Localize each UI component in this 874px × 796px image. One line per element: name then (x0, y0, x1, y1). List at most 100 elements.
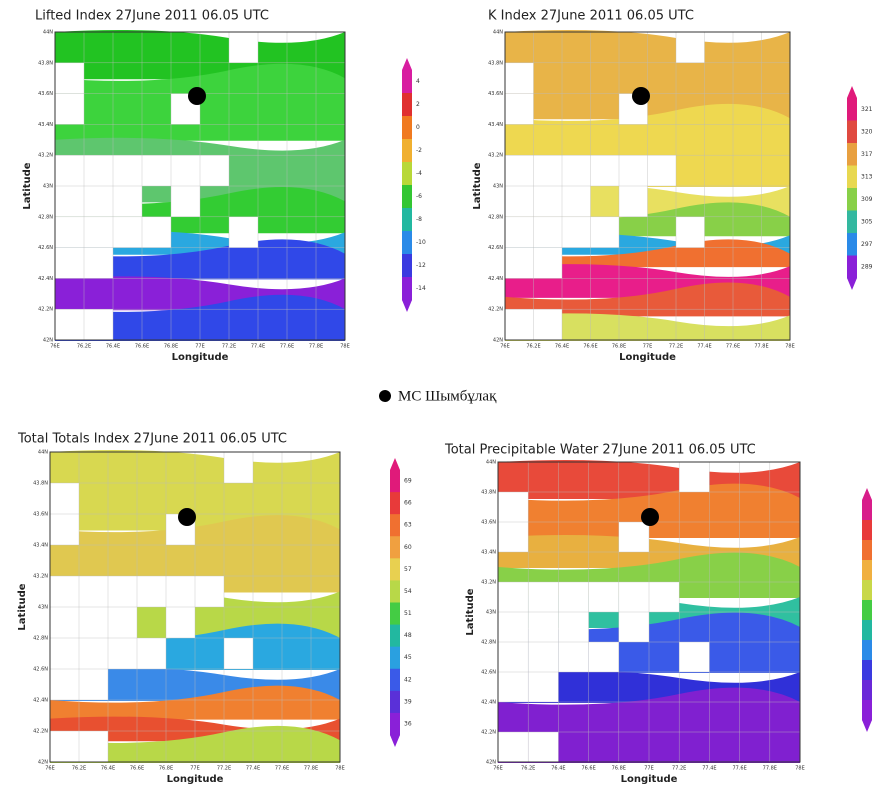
colorbar-label: 289 (861, 263, 873, 270)
colorbar-label: 60 (404, 544, 412, 551)
station-marker (178, 508, 196, 526)
no-data-cell (55, 63, 84, 94)
colorbar-label: -6 (416, 193, 422, 200)
colorbar-label: 321 (861, 106, 873, 113)
colorbar-label: -10 (416, 239, 426, 246)
colorbar-segment (390, 514, 400, 537)
no-data-cell (619, 612, 649, 642)
colorbar-segment (847, 188, 857, 211)
no-data-cell (619, 155, 648, 186)
x-tick-label: 77E (643, 344, 653, 350)
colorbar-segment (862, 620, 872, 641)
y-tick-label: 42.6N (481, 670, 496, 676)
y-tick-label: 44N (38, 450, 48, 456)
colorbar-segment (390, 603, 400, 626)
no-data-cell (676, 217, 705, 248)
no-data-cell (562, 155, 591, 186)
no-data-cell (528, 642, 558, 672)
no-data-cell (137, 576, 166, 607)
x-tick-label: 76.8E (164, 344, 178, 350)
colorbar-segment (402, 231, 412, 255)
x-tick-label: 76E (50, 344, 60, 350)
station-marker (641, 508, 659, 526)
colorbar-segment (862, 700, 872, 721)
y-tick-label: 43N (38, 605, 48, 611)
x-tick-label: 77.6E (726, 344, 740, 350)
colorbar-label: -2 (416, 147, 422, 154)
x-tick-label: 76.4E (106, 344, 120, 350)
y-tick-label: 43.6N (33, 512, 48, 518)
x-tick-label: 77.6E (280, 344, 294, 350)
x-axis-label: Longitude (167, 774, 224, 785)
station-marker (188, 87, 206, 105)
x-tick-label: 76E (493, 766, 503, 772)
no-data-cell (558, 642, 588, 672)
no-data-cell (528, 612, 558, 642)
no-data-cell (79, 669, 108, 700)
colorbar-label: 66 (404, 500, 412, 507)
no-data-cell (619, 582, 649, 612)
no-data-cell (676, 32, 705, 63)
y-tick-label: 42.2N (33, 729, 48, 735)
x-tick-label: 77.8E (754, 344, 768, 350)
colorbar-label: 305 (861, 218, 873, 225)
colorbar-segment (862, 680, 872, 701)
no-data-cell (79, 576, 108, 607)
y-tick-label: 44N (493, 30, 503, 36)
x-tick-label: 77.2E (672, 766, 686, 772)
no-data-cell (84, 186, 113, 217)
no-data-cell (562, 217, 591, 248)
y-tick-label: 43.4N (488, 122, 503, 128)
colorbar-label: 297 (861, 241, 873, 248)
colorbar-segment (390, 669, 400, 692)
colorbar-segment (847, 166, 857, 189)
y-tick-label: 43.6N (38, 91, 53, 97)
y-tick-label: 43.8N (481, 490, 496, 496)
no-data-cell (679, 462, 709, 492)
y-tick-label: 43.2N (38, 153, 53, 159)
no-data-cell (534, 186, 563, 217)
y-tick-label: 42.2N (38, 307, 53, 313)
no-data-cell (55, 217, 84, 248)
x-tick-label: 77E (644, 766, 654, 772)
no-data-cell (498, 522, 528, 552)
no-data-cell (229, 217, 258, 248)
colorbar-label: 63 (404, 522, 412, 529)
y-tick-label: 43.2N (488, 153, 503, 159)
x-axis-label: Longitude (619, 352, 676, 363)
y-tick-label: 43N (493, 184, 503, 190)
map-panel: Total Precipitable Water 27June 2011 06.… (444, 443, 872, 786)
y-tick-label: 44N (43, 30, 53, 36)
colorbar-segment (847, 143, 857, 166)
no-data-cell (84, 309, 113, 340)
colorbar-segment (862, 500, 872, 521)
colorbar-cap (402, 300, 412, 312)
y-tick-label: 42N (486, 760, 496, 766)
no-data-cell (505, 248, 534, 279)
x-tick-label: 77.4E (702, 766, 716, 772)
no-data-cell (50, 638, 79, 669)
y-tick-label: 42.6N (38, 245, 53, 251)
no-data-cell (534, 248, 563, 279)
y-tick-label: 42.4N (488, 276, 503, 282)
y-tick-label: 42.6N (33, 667, 48, 673)
x-tick-label: 76.6E (135, 344, 149, 350)
colorbar-segment (402, 93, 412, 117)
panel-title: Total Totals Index 27June 2011 06.05 UTC (17, 432, 287, 447)
colorbar-label: 313 (861, 173, 873, 180)
colorbar-label: 69 (404, 478, 412, 485)
x-tick-label: 76.4E (555, 344, 569, 350)
no-data-cell (200, 155, 229, 186)
colorbar-segment (862, 640, 872, 661)
colorbar-segment (390, 647, 400, 670)
no-data-cell (108, 638, 137, 669)
x-tick-label: 77.6E (275, 766, 289, 772)
y-axis-label: Latitude (22, 162, 33, 209)
no-data-cell (142, 217, 171, 248)
x-tick-label: 77.8E (309, 344, 323, 350)
y-tick-label: 43.2N (33, 574, 48, 580)
x-tick-label: 76E (45, 766, 55, 772)
x-tick-label: 76.4E (101, 766, 115, 772)
colorbar-label: 317 (861, 151, 873, 158)
colorbar-segment (402, 208, 412, 232)
